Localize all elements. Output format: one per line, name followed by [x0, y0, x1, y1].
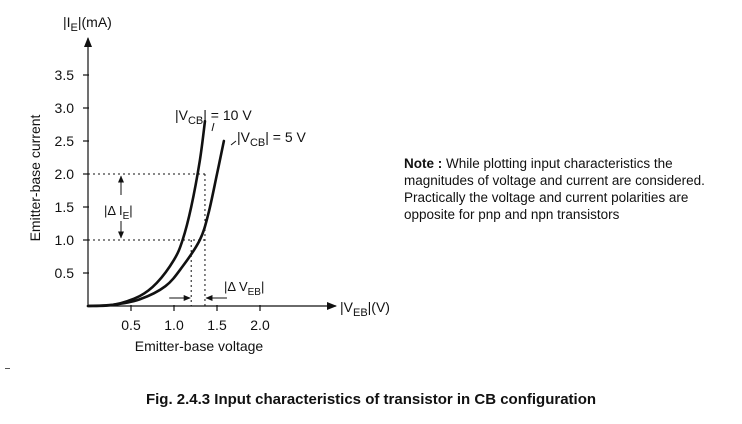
x-axis-description: Emitter-base voltage — [135, 338, 264, 354]
delta-veb-label: |Δ VEB| — [224, 279, 264, 298]
x-tick-label: 1.5 — [207, 317, 227, 333]
curve-vcb-5v — [86, 139, 226, 308]
note-box: Note : While plotting input characterist… — [404, 155, 724, 223]
series-label-5v: |VCB| = 5 V — [237, 129, 307, 149]
delta-ie-label: |Δ IE| — [104, 203, 133, 222]
y-tick-label: 1.5 — [55, 199, 75, 215]
note-text: While plotting input characteristics the… — [404, 156, 705, 222]
x-axis-label: |VEB|(V) — [340, 299, 390, 319]
series-label-10v: |VCB| = 10 V — [175, 107, 252, 127]
y-axis-label: |IE|(mA) — [63, 14, 112, 34]
x-tick-label: 2.0 — [250, 317, 270, 333]
x-tick-label: 1.0 — [164, 317, 184, 333]
y-tick-label: 2.0 — [55, 166, 75, 182]
y-tick-label: 3.0 — [55, 100, 75, 116]
figure-caption: Fig. 2.4.3 Input characteristics of tran… — [145, 391, 597, 408]
series-leader-5v — [230, 140, 237, 146]
x-tick-label: 0.5 — [121, 317, 141, 333]
y-axis-description: Emitter-base current — [27, 114, 43, 241]
guide-lines — [88, 173, 207, 306]
y-ticks: 0.5 1.0 1.5 2.0 2.5 3.0 3.5 — [55, 67, 89, 281]
y-tick-label: 2.5 — [55, 133, 75, 149]
note-label: Note : — [404, 156, 443, 171]
y-tick-label: 3.5 — [55, 67, 75, 83]
annotations — [118, 175, 227, 301]
stray-mark — [5, 368, 10, 369]
curves — [86, 119, 226, 308]
y-tick-label: 0.5 — [55, 265, 75, 281]
y-tick-label: 1.0 — [55, 232, 75, 248]
x-ticks: 0.5 1.0 1.5 2.0 — [121, 305, 270, 333]
series-leader-10v — [211, 122, 215, 132]
